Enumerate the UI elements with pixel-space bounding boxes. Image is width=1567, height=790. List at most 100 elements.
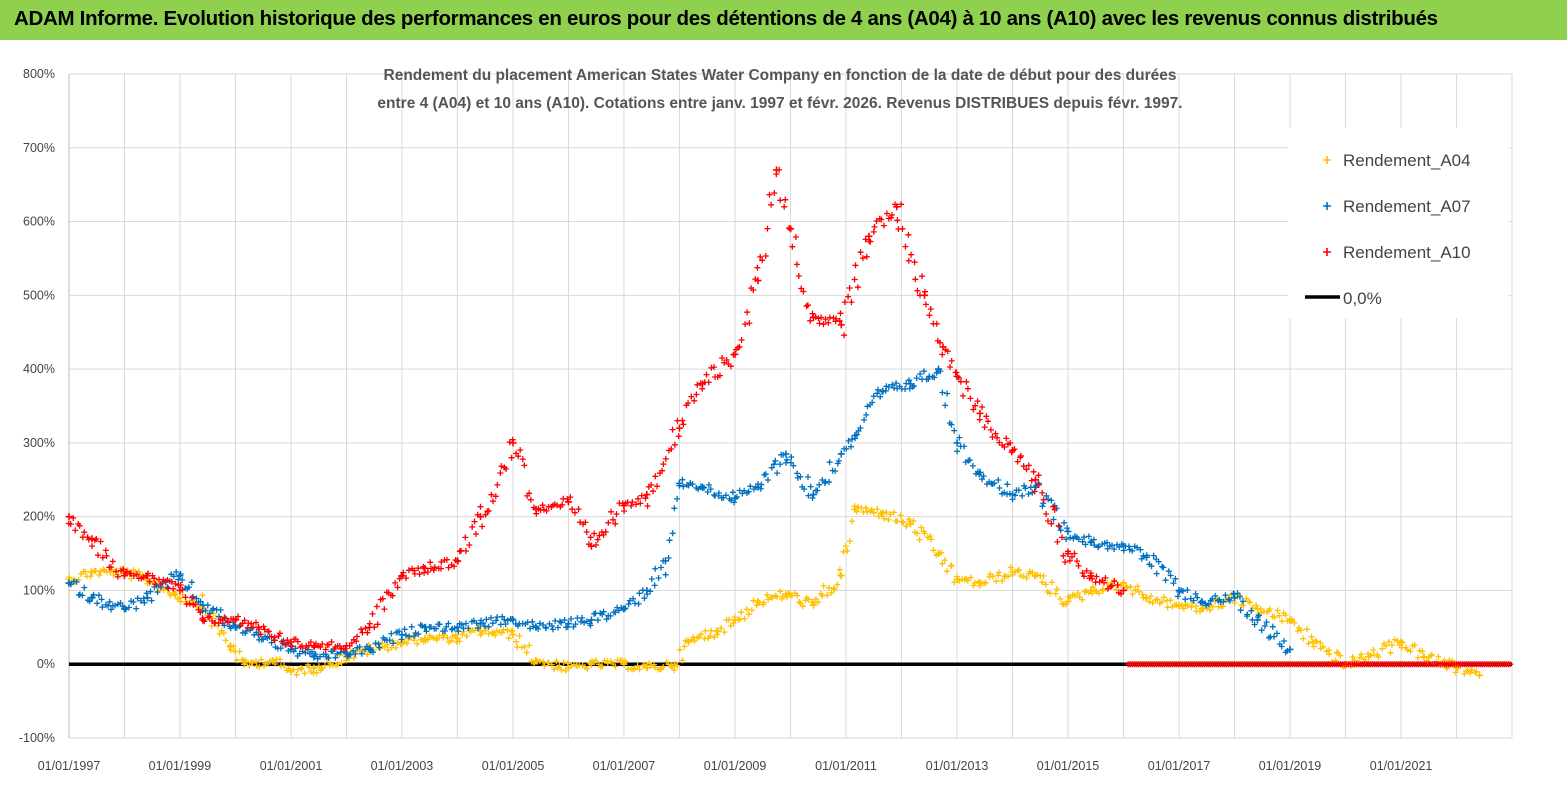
data-point bbox=[268, 657, 276, 665]
y-tick-label: 200% bbox=[23, 510, 55, 524]
chart-title-line-2: entre 4 (A04) et 10 ans (A10). Cotations… bbox=[377, 95, 1182, 112]
data-point bbox=[1198, 598, 1206, 606]
data-point bbox=[421, 634, 429, 642]
data-point bbox=[398, 631, 406, 639]
data-point bbox=[1009, 568, 1017, 576]
data-point bbox=[1143, 553, 1151, 561]
y-tick-label: 800% bbox=[23, 67, 55, 81]
data-point bbox=[837, 321, 845, 329]
data-point bbox=[477, 620, 485, 628]
chart-title-line-1: Rendement du placement American States W… bbox=[384, 67, 1177, 84]
x-tick-label: 01/01/1997 bbox=[38, 759, 101, 773]
data-point bbox=[879, 387, 887, 395]
data-point bbox=[671, 660, 679, 668]
data-point bbox=[643, 586, 651, 594]
data-point bbox=[1198, 605, 1206, 613]
y-axis: -100% 0% 100% 200% 300% 400% 500% 600% 700% 800% bbox=[19, 67, 55, 745]
data-point bbox=[809, 601, 817, 609]
data-point bbox=[1087, 538, 1095, 546]
data-point bbox=[1475, 671, 1483, 679]
data-point bbox=[310, 664, 318, 672]
data-point bbox=[254, 623, 262, 631]
data-point bbox=[953, 439, 961, 447]
y-tick-label: 0% bbox=[37, 657, 55, 671]
data-point bbox=[532, 623, 540, 631]
data-point bbox=[699, 483, 707, 491]
data-point bbox=[851, 505, 859, 513]
data-point bbox=[1175, 586, 1183, 594]
data-point bbox=[342, 642, 350, 650]
x-tick-label: 01/01/2003 bbox=[371, 759, 434, 773]
x-tick-label: 01/01/2005 bbox=[482, 759, 545, 773]
y-tick-label: 600% bbox=[23, 215, 55, 229]
data-point bbox=[837, 450, 845, 458]
data-point bbox=[1365, 653, 1373, 661]
series-rendement_a04 bbox=[65, 503, 1483, 679]
data-point bbox=[398, 572, 406, 580]
x-axis: 01/01/1997 01/01/1999 01/01/2001 01/01/2003… bbox=[38, 759, 1433, 773]
data-point bbox=[199, 601, 207, 609]
data-point bbox=[754, 483, 762, 491]
data-point bbox=[1031, 476, 1039, 484]
data-point bbox=[365, 623, 373, 631]
legend-label-zero: 0,0% bbox=[1343, 289, 1382, 308]
data-point bbox=[731, 350, 739, 358]
data-point bbox=[1064, 527, 1072, 535]
data-point bbox=[365, 645, 373, 653]
data-point bbox=[620, 660, 628, 668]
chart: -100%0%100%200%300%400%500%600%700%800% … bbox=[0, 40, 1567, 790]
data-point bbox=[787, 225, 794, 233]
data-point bbox=[1253, 605, 1261, 613]
data-point bbox=[88, 594, 96, 602]
header-banner: ADAM Informe. Evolution historique des p… bbox=[0, 0, 1567, 40]
data-point bbox=[199, 616, 207, 624]
data-point bbox=[509, 631, 517, 639]
data-point bbox=[171, 590, 179, 598]
series-a10-zero-band bbox=[1125, 661, 1514, 668]
series-layer bbox=[65, 166, 1514, 679]
data-point bbox=[953, 575, 961, 583]
data-point bbox=[809, 491, 817, 499]
data-point bbox=[935, 365, 943, 373]
data-point bbox=[421, 564, 429, 572]
data-point bbox=[176, 572, 184, 580]
y-tick-label: 500% bbox=[23, 288, 55, 302]
zero-band-markers bbox=[1125, 661, 1514, 668]
data-point bbox=[939, 343, 947, 351]
data-point bbox=[88, 568, 96, 576]
data-point bbox=[773, 166, 781, 174]
data-point bbox=[532, 657, 540, 665]
data-point bbox=[699, 380, 707, 388]
data-point bbox=[342, 649, 350, 657]
data-point bbox=[661, 557, 669, 565]
x-tick-label: 01/01/1999 bbox=[149, 759, 212, 773]
data-point bbox=[953, 372, 961, 380]
data-point bbox=[564, 664, 572, 672]
data-point bbox=[231, 616, 239, 624]
data-point bbox=[643, 491, 651, 499]
data-point bbox=[1064, 598, 1072, 606]
y-tick-label: -100% bbox=[19, 731, 55, 745]
data-point bbox=[851, 432, 859, 440]
legend-item-a07: Rendement_A07 bbox=[1323, 197, 1471, 216]
data-point bbox=[620, 605, 628, 613]
data-point bbox=[421, 623, 429, 631]
data-point bbox=[754, 598, 762, 606]
data-point bbox=[176, 586, 184, 594]
data-point bbox=[1397, 638, 1405, 646]
data-point bbox=[879, 509, 887, 517]
legend-item-a10: Rendement_A10 bbox=[1323, 243, 1471, 262]
legend-marker-a10 bbox=[1323, 248, 1331, 256]
data-point bbox=[643, 664, 651, 672]
data-point bbox=[231, 623, 239, 631]
data-point bbox=[976, 579, 984, 587]
data-point bbox=[65, 579, 73, 587]
legend-label-a04: Rendement_A04 bbox=[1343, 151, 1471, 170]
data-point bbox=[532, 505, 540, 513]
x-tick-label: 01/01/2001 bbox=[260, 759, 323, 773]
data-point bbox=[921, 291, 929, 299]
y-tick-label: 100% bbox=[23, 583, 55, 597]
data-point bbox=[453, 634, 461, 642]
data-point bbox=[1009, 446, 1017, 454]
data-point bbox=[287, 638, 295, 646]
